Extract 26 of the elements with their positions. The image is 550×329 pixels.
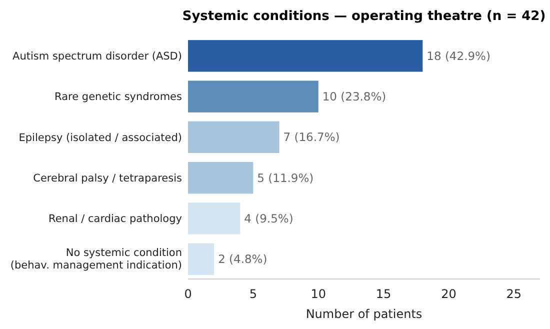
x-tick-label: 20 (441, 287, 456, 301)
x-tick-label: 25 (506, 287, 522, 301)
y-tick-label: Epilepsy (isolated / associated) (18, 132, 182, 144)
x-tick-label: 15 (376, 287, 392, 301)
y-tick-label: Rare genetic syndromes (54, 91, 182, 104)
data-label: 5 (11.9%) (257, 170, 314, 185)
x-tick-label: 0 (184, 287, 192, 301)
y-tick-label: Cerebral palsy / tetraparesis (33, 172, 182, 184)
bar (188, 40, 423, 72)
bar (188, 162, 254, 194)
x-tick-label: 10 (310, 287, 326, 301)
data-label: 7 (16.7%) (283, 130, 340, 144)
data-label: 18 (42.9%) (426, 48, 490, 63)
x-tick-label: 5 (249, 287, 258, 301)
bar (188, 243, 214, 275)
y-tick-label: Renal / cardiac pathology (48, 213, 182, 226)
bar (188, 80, 318, 112)
y-tick-label: Autism spectrum disorder (ASD) (12, 50, 182, 63)
bar (188, 121, 280, 154)
x-axis-title: Number of patients (306, 307, 422, 321)
y-tick-label: No systemic condition (behav. management indication) (10, 246, 182, 272)
data-label: 2 (4.8%) (218, 252, 268, 266)
chart-title: Systemic conditions — operating theatre (n = 42) (182, 9, 546, 24)
data-label: 4 (9.5%) (244, 211, 294, 226)
data-label: 10 (23.8%) (322, 90, 386, 104)
bar (188, 202, 240, 234)
